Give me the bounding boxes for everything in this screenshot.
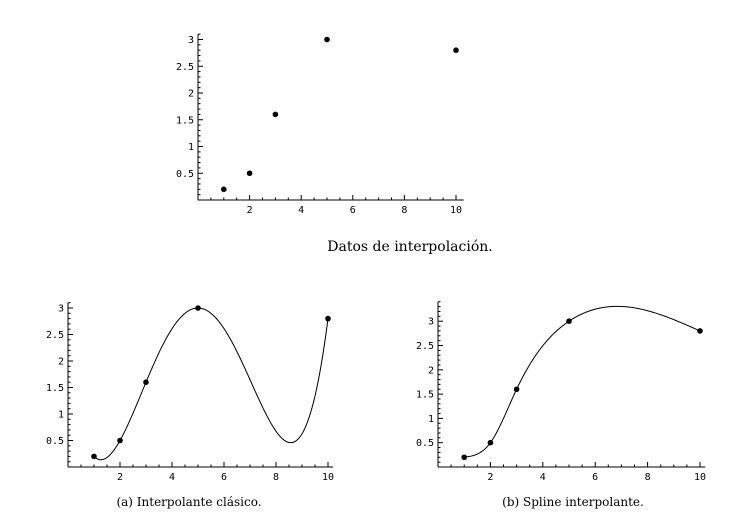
- x-tick-label: 8: [401, 205, 407, 216]
- x-tick-label: 2: [487, 472, 493, 483]
- data-point: [117, 438, 123, 444]
- x-tick-label: 8: [645, 472, 651, 483]
- data-point: [488, 440, 494, 446]
- data-point: [461, 454, 467, 460]
- y-tick-label: 1: [58, 410, 64, 421]
- y-tick-label: 2: [188, 89, 194, 100]
- x-tick-label: 2: [117, 472, 123, 483]
- y-tick-label: 1: [188, 142, 194, 153]
- panel-spline-interpolant: 2 4 6 8 10 0.5 1 1.5 2 2.5 3: [416, 302, 706, 483]
- x-tick-label: 2: [247, 205, 253, 216]
- data-point: [91, 454, 97, 460]
- y-tick-label: 1.5: [416, 390, 434, 401]
- data-point: [143, 379, 149, 385]
- data-point: [453, 47, 459, 53]
- y-tick-label: 1: [428, 414, 434, 425]
- y-tick-label: 2.5: [176, 62, 194, 73]
- x-tick-label: 6: [350, 205, 356, 216]
- y-tick-label: 2: [58, 357, 64, 368]
- y-tick-label: 0.5: [176, 169, 194, 180]
- y-tick-label: 0.5: [46, 436, 64, 447]
- x-tick-label: 6: [592, 472, 598, 483]
- x-tick-label: 4: [169, 472, 175, 483]
- y-tick-label: 3: [58, 304, 64, 315]
- y-tick-label: 1.5: [46, 383, 64, 394]
- panel-data-points: 2 4 6 8 10 0.5 1 1.5 2 2.5 3: [176, 34, 464, 216]
- data-point: [195, 305, 201, 311]
- y-tick-label: 3: [428, 317, 434, 328]
- x-tick-label: 4: [298, 205, 304, 216]
- y-tick-label: 1.5: [176, 115, 194, 126]
- x-tick-label: 6: [221, 472, 227, 483]
- caption-classic-interpolant: (a) Interpolante clásico.: [116, 495, 261, 509]
- y-tick-label: 2.5: [46, 330, 64, 341]
- x-tick-label: 10: [450, 205, 462, 216]
- y-tick-label: 0.5: [416, 438, 434, 449]
- data-point: [514, 386, 520, 392]
- data-point: [273, 112, 279, 118]
- data-point: [324, 37, 330, 43]
- caption-spline-interpolant: (b) Spline interpolante.: [502, 495, 644, 509]
- y-tick-label: 2.5: [416, 341, 434, 352]
- data-point: [325, 316, 331, 322]
- y-tick-label: 3: [188, 35, 194, 46]
- panel-classic-interpolant: 2 4 6 8 10 0.5 1 1.5 2 2.5 3: [46, 303, 334, 483]
- x-tick-label: 8: [273, 472, 279, 483]
- x-tick-label: 10: [694, 472, 706, 483]
- x-tick-label: 4: [540, 472, 546, 483]
- spline-curve: [464, 306, 700, 457]
- data-point: [247, 170, 253, 176]
- polynomial-curve: [94, 308, 328, 460]
- x-tick-label: 10: [322, 472, 334, 483]
- data-point: [221, 187, 227, 193]
- caption-data: Datos de interpolación.: [327, 239, 492, 255]
- data-point: [566, 318, 572, 324]
- data-point: [697, 328, 703, 334]
- y-tick-label: 2: [428, 365, 434, 376]
